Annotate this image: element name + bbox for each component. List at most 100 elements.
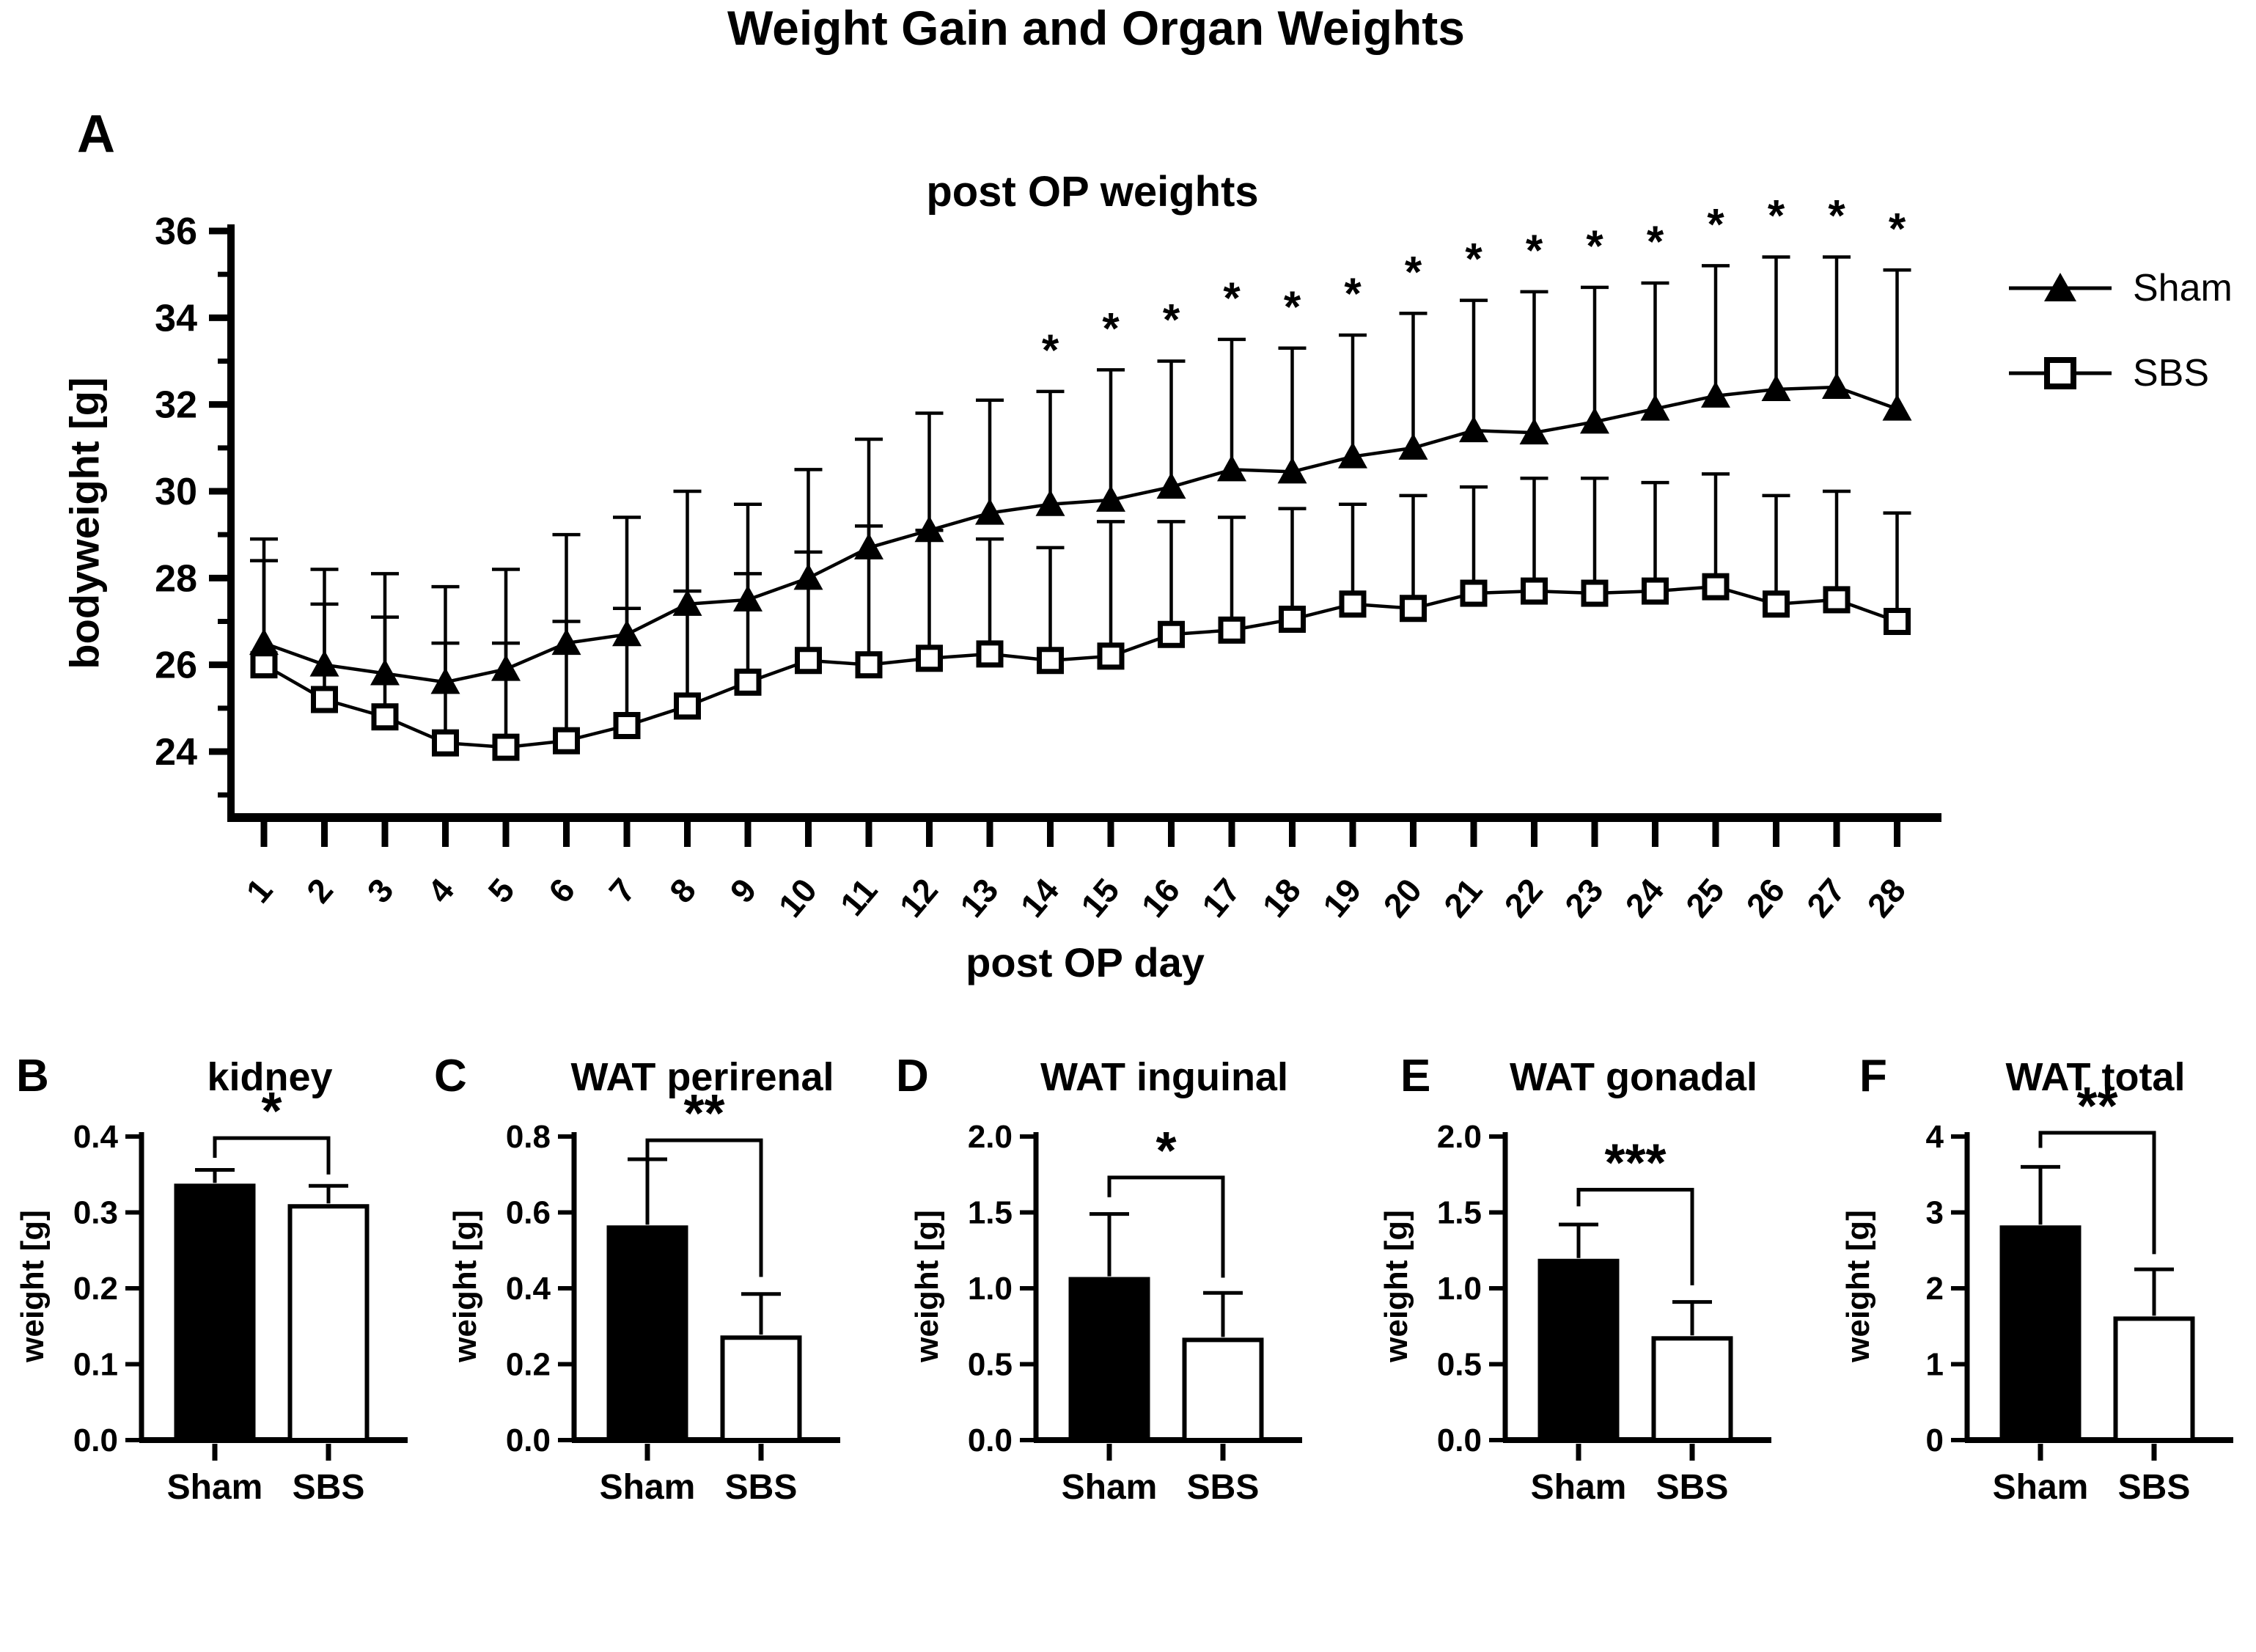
series-markers-sbs xyxy=(250,573,1911,761)
panel-e-plot: 0.0 0.5 1.0 1.5 2.0 Sham SBS *** xyxy=(1370,1041,1795,1652)
panel-b-plot: 0.0 0.1 0.2 0.3 0.4 Sham SBS * xyxy=(6,1041,431,1652)
y-tick-label: 0 xyxy=(1926,1422,1944,1458)
bar-sbs xyxy=(1182,1337,1264,1442)
sbs-square-marker xyxy=(1521,577,1548,605)
y-tick-label: 32 xyxy=(155,384,197,427)
panel-d-title: WAT inguinal xyxy=(1040,1055,1288,1099)
bar-sbs xyxy=(2113,1316,2195,1442)
sham-triangle-marker xyxy=(1640,394,1670,421)
sbs-square-marker xyxy=(855,651,883,679)
sham-triangle-marker xyxy=(1217,455,1246,482)
sbs-square-marker xyxy=(492,733,520,761)
panel-a-label: A xyxy=(77,105,115,164)
y-tick-label: 1.5 xyxy=(968,1195,1013,1231)
y-tick-label: 3 xyxy=(1926,1195,1944,1231)
x-category-label: Sham xyxy=(167,1468,263,1507)
significance-stars: * xyxy=(1155,1122,1176,1181)
bar-sham xyxy=(174,1183,256,1442)
significance-star: * xyxy=(1344,269,1362,318)
sbs-square-marker xyxy=(1400,595,1427,623)
x-category-label: SBS xyxy=(1656,1468,1729,1507)
x-tick-label: 8 xyxy=(662,871,703,910)
sbs-line-square-icon xyxy=(2009,357,2112,389)
legend-item-sbs: SBS xyxy=(2005,348,2233,399)
x-tick-label: 12 xyxy=(892,871,945,925)
panel-e-title: WAT gonadal xyxy=(1510,1055,1757,1099)
y-tick-label: 0.4 xyxy=(73,1119,119,1155)
sham-triangle-marker xyxy=(1882,394,1912,421)
legend-label-sbs: SBS xyxy=(2133,352,2210,394)
sham-triangle-marker xyxy=(733,584,763,612)
y-tick-label: 34 xyxy=(155,297,197,339)
significance-bracket xyxy=(645,1138,763,1277)
sbs-square-marker xyxy=(1642,577,1669,605)
x-category-label: SBS xyxy=(293,1468,365,1507)
sham-triangle-marker xyxy=(1580,407,1609,434)
significance-star: * xyxy=(1223,274,1241,323)
significance-star: * xyxy=(1042,326,1059,375)
y-tick-label: 1 xyxy=(1926,1347,1944,1383)
sham-triangle-marker xyxy=(551,628,581,656)
sham-triangle-marker xyxy=(1822,372,1851,399)
bar-chart-wat-total: 0 1 2 3 4 Sham SBS ** xyxy=(1926,1077,2233,1507)
y-tick-label: 0.0 xyxy=(506,1422,551,1458)
x-tick-label: 21 xyxy=(1436,871,1490,925)
significance-star: * xyxy=(1102,304,1120,353)
x-category-label: Sham xyxy=(1062,1468,1158,1507)
x-category-label: Sham xyxy=(600,1468,696,1507)
sham-triangle-marker xyxy=(975,498,1004,525)
sbs-square-marker xyxy=(1823,586,1851,614)
significance-star: * xyxy=(1647,217,1664,266)
sham-triangle-marker xyxy=(491,654,521,681)
x-tick-label: 9 xyxy=(722,871,763,910)
panel-f-plot: 0 1 2 3 4 Sham SBS ** xyxy=(1831,1041,2256,1652)
sbs-square-marker xyxy=(976,640,1004,668)
y-tick-label: 1.5 xyxy=(1437,1195,1482,1231)
y-tick-label: 1.0 xyxy=(968,1271,1013,1307)
panel-f-title: WAT total xyxy=(2005,1055,2186,1099)
significance-star: * xyxy=(1586,221,1603,271)
bar-sham xyxy=(1537,1258,1620,1442)
y-tick-label: 0.6 xyxy=(506,1195,551,1231)
sbs-square-marker xyxy=(1279,606,1306,634)
panel-a-x-axis-title: post OP day xyxy=(966,939,1205,985)
x-tick-label: 2 xyxy=(299,871,340,910)
sbs-square-marker xyxy=(1339,590,1367,618)
x-category-label: SBS xyxy=(1187,1468,1260,1507)
legend-label-sham: Sham xyxy=(2133,267,2233,309)
x-tick-label: 27 xyxy=(1799,871,1853,925)
x-tick-label: 19 xyxy=(1315,871,1369,925)
legend: Sham SBS xyxy=(2005,263,2233,433)
y-tick-label: 0.5 xyxy=(1437,1347,1482,1383)
x-tick-label: 20 xyxy=(1375,871,1429,925)
x-tick-label: 26 xyxy=(1738,871,1792,925)
x-tick-label: 16 xyxy=(1133,871,1187,925)
sham-triangle-marker xyxy=(914,515,944,543)
sbs-square-marker xyxy=(1037,647,1064,675)
bar-sham xyxy=(1999,1225,2082,1442)
sbs-square-marker xyxy=(674,692,701,720)
panel-f-label: F xyxy=(1859,1051,1887,1101)
panel-c-label: C xyxy=(434,1051,467,1101)
sham-triangle-marker xyxy=(370,658,400,686)
x-tick-label: 11 xyxy=(833,871,885,923)
sbs-square-marker xyxy=(1158,620,1185,648)
significance-star: * xyxy=(1526,226,1543,275)
sham-triangle-marker xyxy=(1398,433,1428,460)
sbs-square-marker xyxy=(1702,573,1730,601)
panel-b-title: kidney xyxy=(207,1055,333,1099)
sham-line-triangle-icon xyxy=(2009,273,2112,301)
sham-triangle-marker xyxy=(1277,457,1307,484)
x-category-label: Sham xyxy=(1993,1468,2089,1507)
sbs-square-marker xyxy=(311,686,338,713)
x-tick-label: 24 xyxy=(1617,871,1671,925)
panel-c-title: WAT perirenal xyxy=(570,1055,834,1099)
sbs-square-marker xyxy=(1763,590,1790,618)
significance-bracket xyxy=(1576,1187,1694,1285)
sham-triangle-marker xyxy=(309,650,339,677)
x-tick-label: 28 xyxy=(1859,871,1913,925)
y-tick-label: 0.0 xyxy=(73,1422,118,1458)
series-markers-sham xyxy=(249,372,1912,694)
